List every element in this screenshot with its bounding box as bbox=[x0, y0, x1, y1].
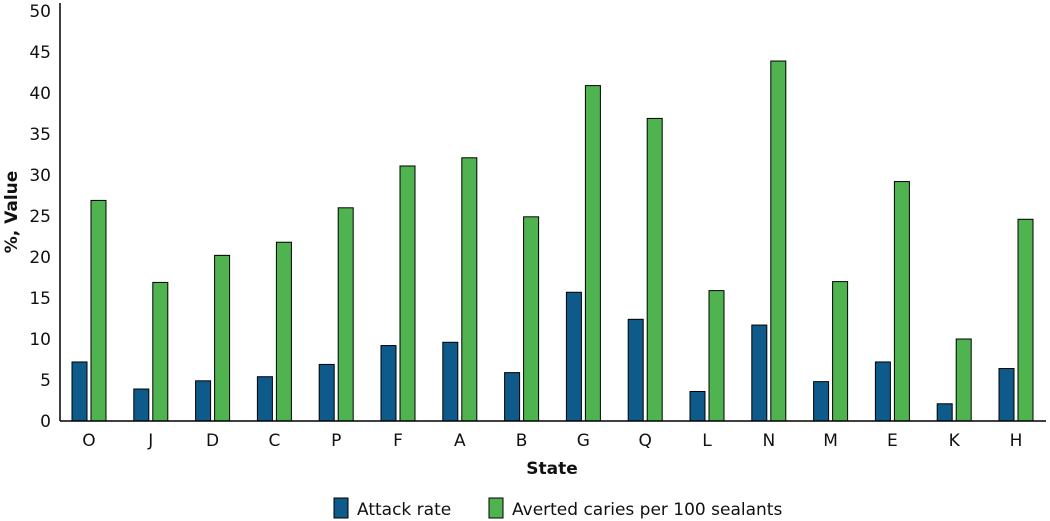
bar-attack-rate-Q bbox=[627, 318, 644, 422]
x-tick-label: L bbox=[702, 431, 712, 451]
x-tick-label: J bbox=[147, 431, 153, 451]
y-tick-label: 35 bbox=[29, 125, 51, 145]
x-tick-label: M bbox=[823, 431, 838, 451]
bars bbox=[71, 60, 1034, 422]
y-tick-label: 30 bbox=[29, 166, 51, 186]
bar-averted-caries-A bbox=[461, 157, 478, 422]
x-tick-label: G bbox=[577, 431, 590, 451]
y-tick-label: 50 bbox=[29, 2, 51, 22]
bar-averted-caries-L bbox=[708, 290, 725, 422]
y-tick-label: 5 bbox=[40, 371, 51, 391]
bar-attack-rate-H bbox=[998, 368, 1015, 422]
x-tick-label: D bbox=[206, 431, 219, 451]
x-tick-label: K bbox=[949, 431, 961, 451]
y-axis-ticks: 0 5 10 15 20 25 30 35 40 45 50 bbox=[29, 2, 51, 432]
y-tick-label: 0 bbox=[40, 412, 51, 432]
bar-attack-rate-N bbox=[751, 324, 768, 422]
bar-attack-rate-F bbox=[380, 345, 397, 422]
bar-attack-rate-J bbox=[133, 388, 150, 422]
y-tick-label: 20 bbox=[29, 248, 51, 268]
legend-label-averted-caries: Averted caries per 100 sealants bbox=[512, 500, 782, 520]
legend-swatch-attack-rate bbox=[333, 497, 349, 519]
bar-attack-rate-E bbox=[874, 361, 891, 422]
y-axis-title: %, Value bbox=[2, 171, 22, 254]
y-tick-label: 45 bbox=[29, 43, 51, 63]
legend-swatch-averted-caries bbox=[488, 497, 504, 519]
x-tick-label: E bbox=[887, 431, 898, 451]
x-tick-label: C bbox=[268, 431, 280, 451]
bar-attack-rate-K bbox=[936, 403, 953, 422]
bar-averted-caries-J bbox=[152, 281, 169, 422]
bar-attack-rate-G bbox=[565, 291, 582, 422]
bar-averted-caries-M bbox=[832, 281, 849, 422]
x-tick-label: P bbox=[331, 431, 341, 451]
bar-averted-caries-C bbox=[275, 241, 292, 422]
bar-averted-caries-K bbox=[955, 338, 972, 422]
x-tick-label: Q bbox=[639, 431, 652, 451]
bar-attack-rate-L bbox=[689, 390, 706, 422]
bar-attack-rate-B bbox=[504, 372, 521, 422]
bar-averted-caries-H bbox=[1017, 218, 1034, 422]
bar-averted-caries-D bbox=[214, 254, 231, 422]
x-tick-label: B bbox=[516, 431, 528, 451]
legend: Attack rate Averted caries per 100 seala… bbox=[333, 497, 782, 520]
x-tick-label: F bbox=[393, 431, 403, 451]
y-tick-label: 10 bbox=[29, 330, 51, 350]
x-tick-label: H bbox=[1010, 431, 1023, 451]
bar-attack-rate-M bbox=[813, 381, 830, 422]
bar-averted-caries-Q bbox=[646, 117, 663, 422]
bar-averted-caries-B bbox=[523, 216, 540, 422]
bar-averted-caries-F bbox=[399, 165, 416, 422]
bar-attack-rate-P bbox=[318, 363, 335, 422]
bar-averted-caries-G bbox=[584, 85, 601, 422]
legend-label-attack-rate: Attack rate bbox=[357, 500, 451, 520]
bar-averted-caries-O bbox=[90, 199, 107, 422]
bar-averted-caries-N bbox=[770, 60, 787, 422]
x-tick-label: O bbox=[82, 431, 95, 451]
bar-attack-rate-O bbox=[71, 361, 88, 422]
y-tick-label: 15 bbox=[29, 289, 51, 309]
bar-averted-caries-E bbox=[893, 181, 910, 422]
x-axis-title: State bbox=[526, 459, 578, 479]
bar-averted-caries-P bbox=[337, 207, 354, 422]
y-tick-label: 25 bbox=[29, 207, 51, 227]
bar-attack-rate-C bbox=[256, 376, 273, 422]
y-tick-label: 40 bbox=[29, 84, 51, 104]
bar-attack-rate-A bbox=[442, 341, 459, 422]
x-tick-label: N bbox=[762, 431, 775, 451]
x-tick-label: A bbox=[454, 431, 466, 451]
bar-attack-rate-D bbox=[195, 380, 212, 422]
